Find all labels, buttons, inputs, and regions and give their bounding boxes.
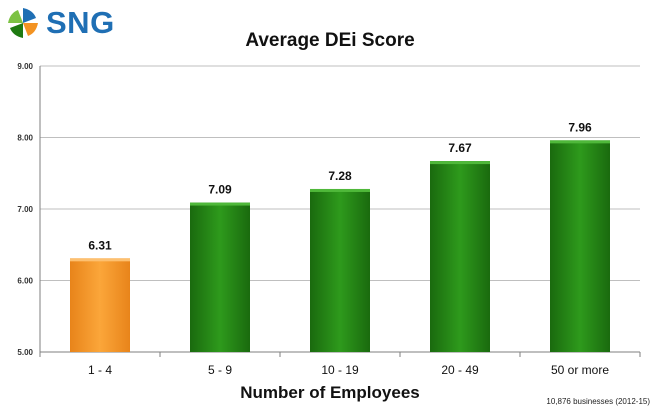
data-label: 7.67 bbox=[448, 141, 472, 155]
sng-pinwheel-logo-icon bbox=[8, 8, 38, 38]
x-tick-label: 20 - 49 bbox=[441, 363, 479, 377]
x-tick-label: 5 - 9 bbox=[208, 363, 232, 377]
bar bbox=[70, 258, 130, 352]
data-label: 7.28 bbox=[328, 169, 352, 183]
data-label: 7.96 bbox=[568, 120, 592, 134]
x-tick-label: 1 - 4 bbox=[88, 363, 112, 377]
x-tick-label: 10 - 19 bbox=[321, 363, 359, 377]
x-axis-label: Number of Employees bbox=[240, 383, 420, 402]
bar bbox=[310, 188, 370, 352]
bar-top-highlight bbox=[310, 188, 370, 192]
y-tick-label: 7.00 bbox=[17, 205, 33, 214]
x-tick-label: 50 or more bbox=[551, 363, 609, 377]
y-tick-label: 5.00 bbox=[17, 348, 33, 357]
bar-top-highlight bbox=[70, 258, 130, 262]
bar bbox=[190, 202, 250, 352]
chart-title: Average DEi Score bbox=[245, 30, 415, 51]
logo-text: SNG bbox=[46, 5, 115, 40]
footnote: 10,876 businesses (2012-15) bbox=[546, 397, 650, 406]
bar bbox=[550, 140, 610, 352]
data-label: 6.31 bbox=[88, 238, 112, 252]
bar-top-highlight bbox=[190, 202, 250, 206]
logo: SNG bbox=[6, 4, 126, 40]
data-label: 7.09 bbox=[208, 183, 232, 197]
y-tick-label: 8.00 bbox=[17, 134, 33, 143]
y-tick-label: 9.00 bbox=[17, 62, 33, 71]
bar-top-highlight bbox=[550, 140, 610, 144]
bar bbox=[430, 161, 490, 352]
y-tick-label: 6.00 bbox=[17, 277, 33, 286]
bar-top-highlight bbox=[430, 161, 490, 165]
